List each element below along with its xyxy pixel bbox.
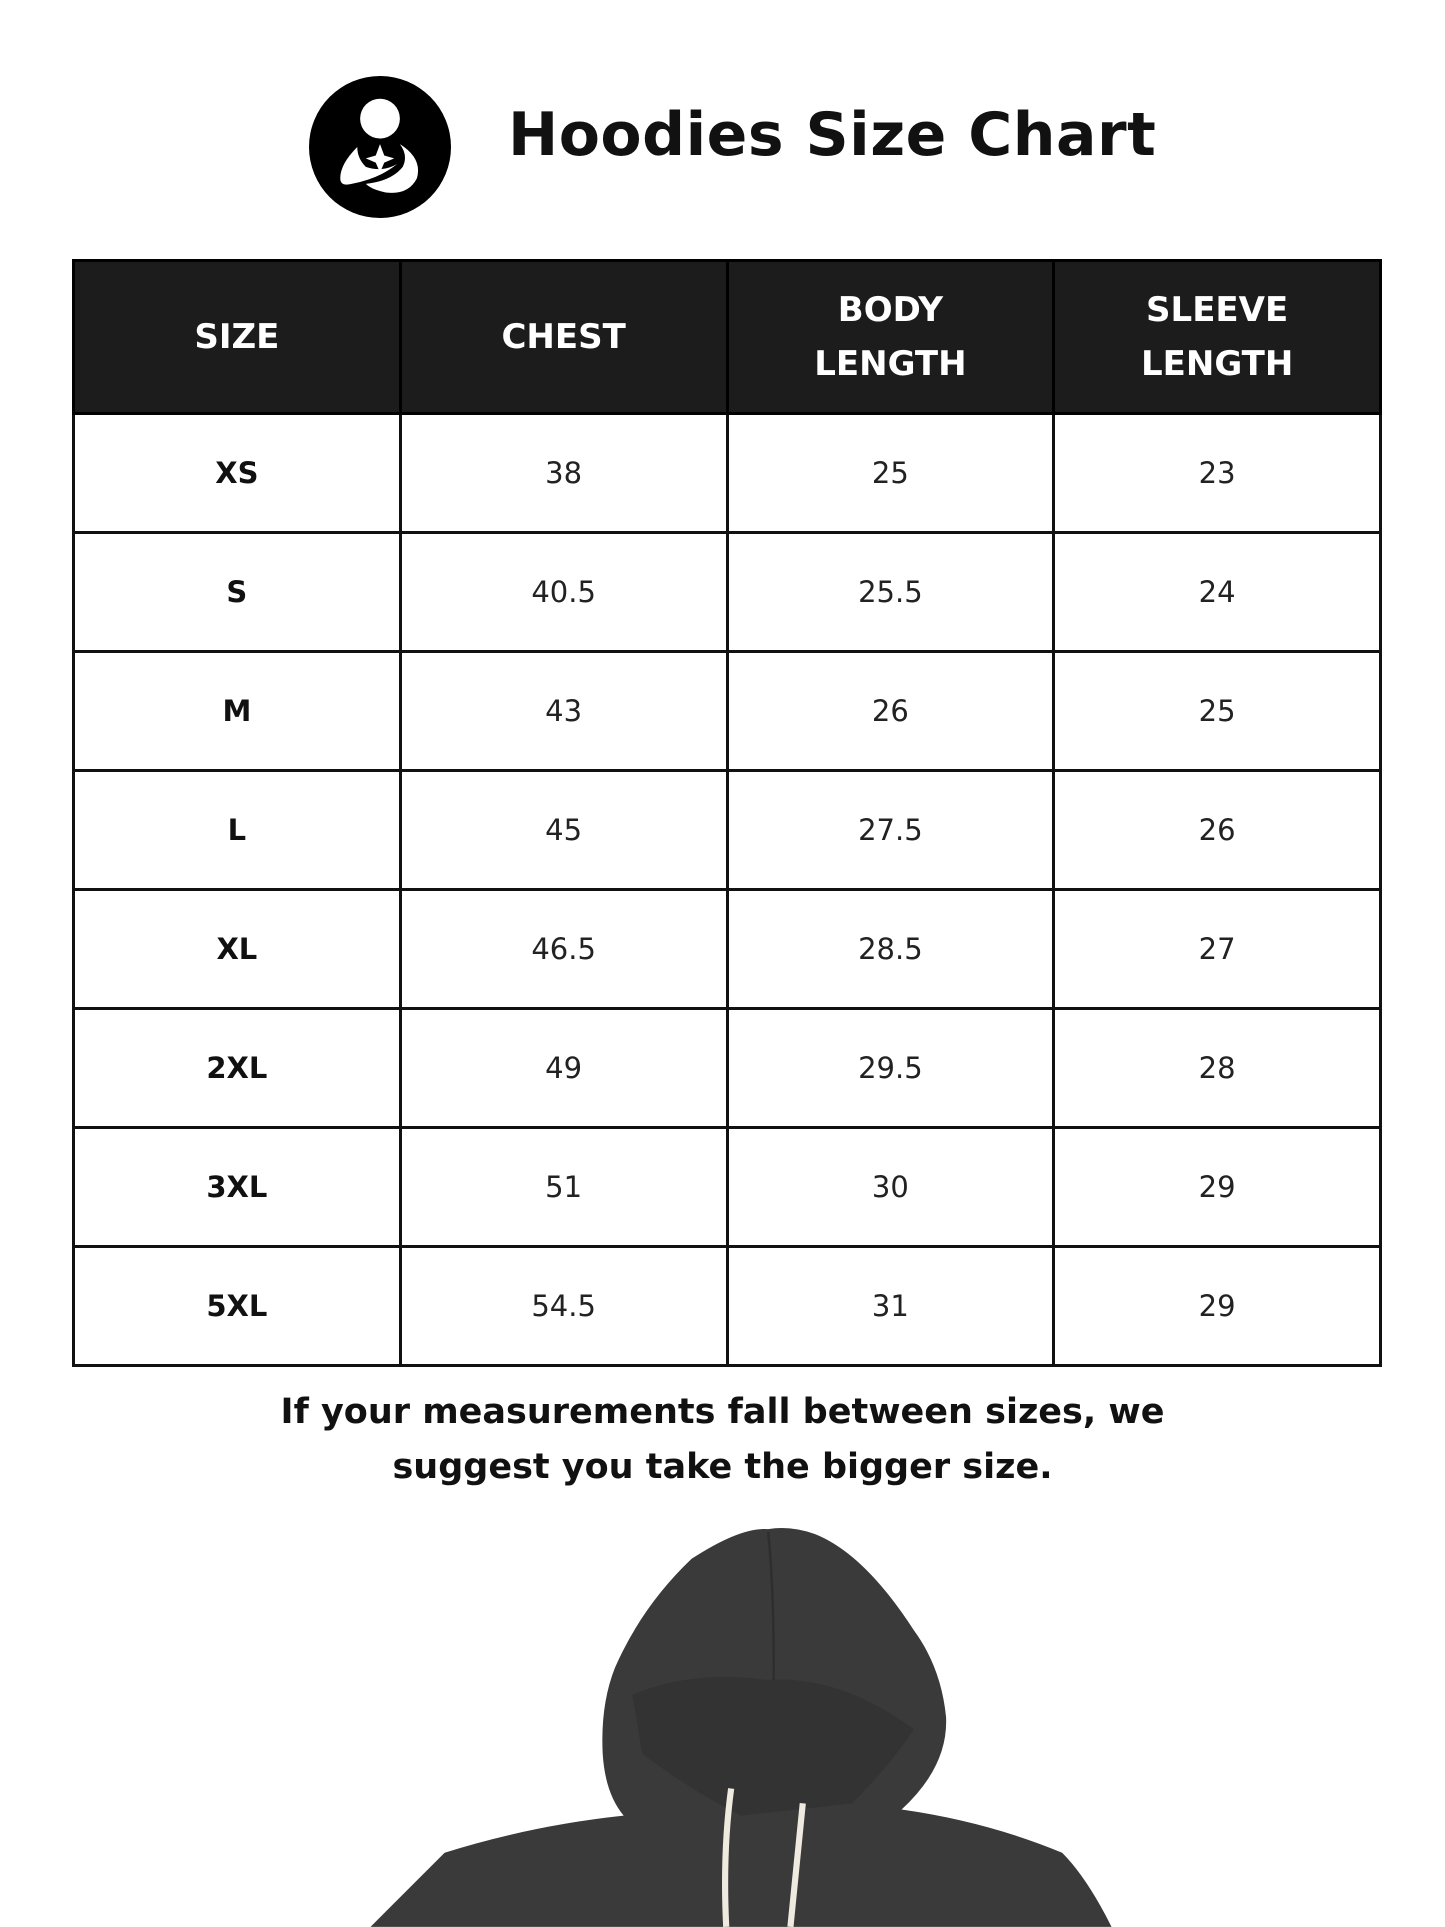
cell-body-length: 26 bbox=[725, 650, 1056, 772]
drawstring-left bbox=[722, 1788, 735, 1927]
size-chart-table: SIZE CHEST BODY LENGTH SLEEVE LENGTH XS 3… bbox=[72, 259, 1382, 1367]
cell-body-length: 27.5 bbox=[725, 769, 1056, 891]
cell-body-length: 25 bbox=[725, 412, 1056, 534]
cell-chest: 46.5 bbox=[398, 888, 729, 1010]
cell-sleeve-length: 25 bbox=[1052, 650, 1382, 772]
cell-sleeve-length: 26 bbox=[1052, 769, 1382, 891]
mother-child-logo-icon bbox=[309, 76, 451, 218]
sizing-note: If your measurements fall between sizes,… bbox=[0, 1385, 1445, 1495]
cell-chest: 43 bbox=[398, 650, 729, 772]
sizing-note-line-2: suggest you take the bigger size. bbox=[392, 1447, 1053, 1487]
table-row: 3XL 51 30 29 bbox=[72, 1126, 1382, 1248]
column-header-body-length: BODY LENGTH bbox=[725, 259, 1056, 415]
cell-sleeve-length: 28 bbox=[1052, 1007, 1382, 1129]
column-header-size: SIZE bbox=[72, 259, 402, 415]
sizing-note-line-1: If your measurements fall between sizes,… bbox=[280, 1392, 1165, 1432]
cell-sleeve-length: 27 bbox=[1052, 888, 1382, 1010]
hoodie-body bbox=[370, 1528, 1112, 1927]
cell-body-length: 25.5 bbox=[725, 531, 1056, 653]
cell-size: 5XL bbox=[72, 1245, 402, 1367]
page-title: Hoodies Size Chart bbox=[508, 100, 1157, 170]
table-row: M 43 26 25 bbox=[72, 650, 1382, 772]
cell-chest: 49 bbox=[398, 1007, 729, 1129]
table-row: S 40.5 25.5 24 bbox=[72, 531, 1382, 653]
hood-seam bbox=[766, 1531, 775, 1730]
table-row: XL 46.5 28.5 27 bbox=[72, 888, 1382, 1010]
cell-chest: 38 bbox=[398, 412, 729, 534]
column-header-sleeve-length: SLEEVE LENGTH bbox=[1052, 259, 1382, 415]
cell-size: L bbox=[72, 769, 402, 891]
cell-size: M bbox=[72, 650, 402, 772]
cell-size: XL bbox=[72, 888, 402, 1010]
cell-body-length: 28.5 bbox=[725, 888, 1056, 1010]
table-header-row: SIZE CHEST BODY LENGTH SLEEVE LENGTH bbox=[72, 259, 1382, 415]
cell-sleeve-length: 24 bbox=[1052, 531, 1382, 653]
drawstring-right bbox=[787, 1803, 806, 1927]
table-row: L 45 27.5 26 bbox=[72, 769, 1382, 891]
cell-size: 3XL bbox=[72, 1126, 402, 1248]
table-row: XS 38 25 23 bbox=[72, 412, 1382, 534]
cell-chest: 45 bbox=[398, 769, 729, 891]
cell-size: XS bbox=[72, 412, 402, 534]
column-header-body-length-text: BODY LENGTH bbox=[814, 290, 967, 384]
cell-sleeve-length: 29 bbox=[1052, 1245, 1382, 1367]
cell-body-length: 30 bbox=[725, 1126, 1056, 1248]
cell-sleeve-length: 23 bbox=[1052, 412, 1382, 534]
cell-sleeve-length: 29 bbox=[1052, 1126, 1382, 1248]
table-row: 5XL 54.5 31 29 bbox=[72, 1245, 1382, 1367]
cell-chest: 54.5 bbox=[398, 1245, 729, 1367]
cell-chest: 51 bbox=[398, 1126, 729, 1248]
table-row: 2XL 49 29.5 28 bbox=[72, 1007, 1382, 1129]
column-header-chest: CHEST bbox=[398, 259, 729, 415]
cell-size: S bbox=[72, 531, 402, 653]
cell-body-length: 31 bbox=[725, 1245, 1056, 1367]
cell-size: 2XL bbox=[72, 1007, 402, 1129]
hood-opening bbox=[632, 1677, 914, 1816]
column-header-sleeve-length-text: SLEEVE LENGTH bbox=[1140, 290, 1294, 384]
cell-chest: 40.5 bbox=[398, 531, 729, 653]
cell-body-length: 29.5 bbox=[725, 1007, 1056, 1129]
